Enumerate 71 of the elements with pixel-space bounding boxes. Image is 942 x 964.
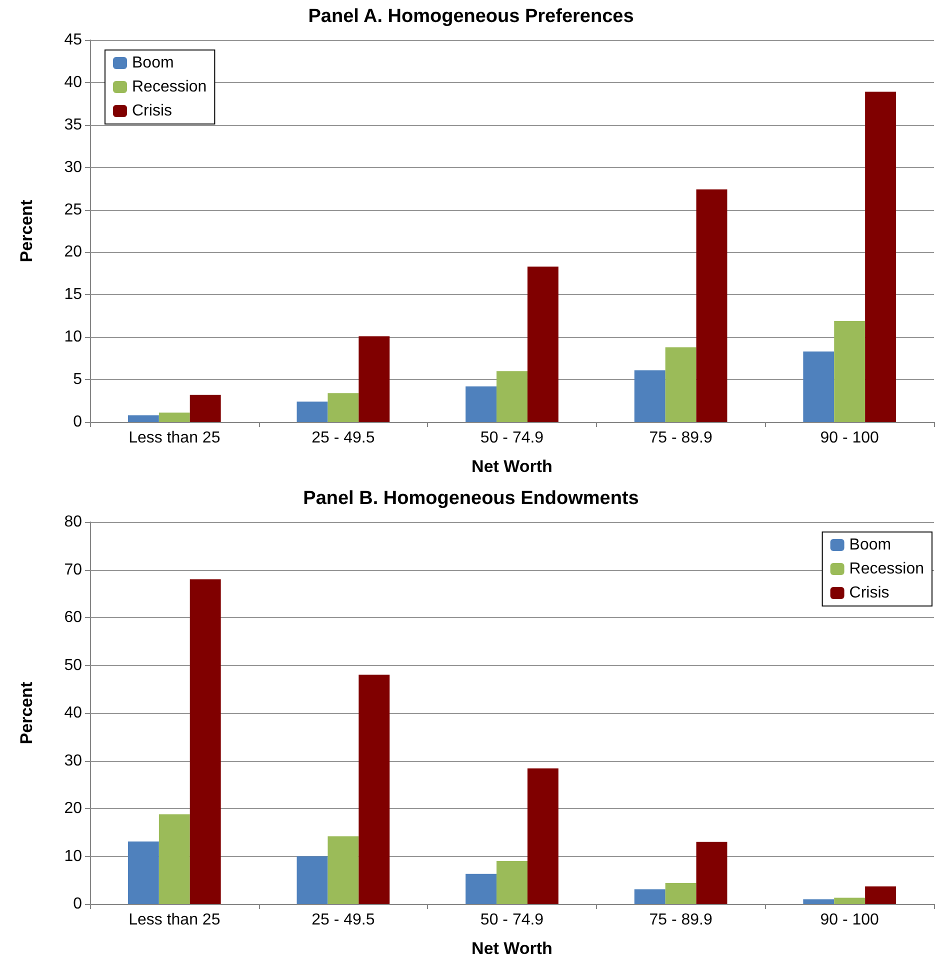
y-tick-label: 0 [73, 414, 82, 430]
bar [834, 320, 866, 422]
x-tick-label: 90 - 100 [820, 430, 880, 446]
bar [665, 347, 696, 422]
bar [696, 842, 728, 904]
x-tick-label: 25 - 49.5 [312, 430, 375, 446]
y-tick-label: 60 [64, 609, 82, 626]
legend-label: Boom [132, 54, 174, 72]
bar [834, 898, 866, 904]
bar [527, 768, 558, 904]
legend-label: Crisis [849, 584, 890, 602]
y-tick-label: 10 [64, 328, 82, 346]
y-tick-label: 50 [64, 656, 82, 674]
bar [296, 856, 328, 904]
chart-title: Panel A. Homogeneous Preferences [308, 6, 634, 27]
y-tick-label: 0 [73, 896, 82, 912]
y-axis-title: Percent [17, 681, 36, 744]
legend-label: Recession [849, 560, 924, 578]
bar [466, 386, 497, 422]
y-tick-label: 25 [64, 201, 82, 218]
bar [158, 412, 190, 422]
bar [634, 889, 666, 904]
legend-label: Crisis [132, 102, 172, 120]
y-tick-label: 70 [64, 561, 82, 578]
x-tick-label: 90 - 100 [820, 912, 880, 928]
bar [803, 899, 834, 904]
bar [634, 370, 666, 422]
y-tick-label: 5 [73, 371, 82, 388]
bar [128, 415, 159, 422]
x-tick-label: 75 - 89.9 [649, 430, 712, 446]
bar [696, 189, 728, 422]
x-tick-label: Less than 25 [128, 430, 220, 446]
bar [496, 371, 528, 422]
bar [358, 336, 390, 422]
chart-title: Panel B. Homogeneous Endowments [303, 488, 639, 509]
y-axis-title: Percent [17, 199, 36, 262]
bar [328, 393, 359, 422]
y-tick-label: 40 [64, 74, 82, 91]
y-tick-label: 20 [64, 244, 82, 261]
bar [803, 352, 834, 422]
bar [358, 674, 390, 904]
x-axis-title: Net Worth [472, 457, 552, 476]
x-axis-title: Net Worth [472, 939, 552, 958]
x-tick-label: Less than 25 [128, 912, 220, 928]
bar [665, 882, 696, 904]
x-tick-label: 75 - 89.9 [649, 912, 712, 928]
x-tick-label: 50 - 74.9 [480, 430, 544, 446]
bar [128, 841, 159, 904]
bar [496, 861, 528, 904]
bar [527, 266, 558, 422]
bar [158, 814, 190, 904]
y-tick-label: 10 [64, 848, 82, 865]
legend-label: Recession [132, 78, 207, 96]
y-tick-label: 40 [64, 704, 82, 722]
y-tick-label: 30 [64, 158, 82, 176]
y-tick-label: 80 [64, 514, 82, 530]
bar [328, 836, 359, 904]
y-tick-label: 30 [64, 752, 82, 770]
bar [865, 886, 896, 904]
bar [190, 579, 221, 904]
legend-label: Boom [849, 536, 892, 554]
bar [190, 394, 221, 422]
bar [865, 92, 896, 422]
x-tick-label: 50 - 74.9 [480, 912, 544, 928]
y-tick-label: 20 [64, 800, 82, 817]
bar [296, 402, 328, 422]
y-tick-label: 35 [64, 116, 82, 134]
x-tick-label: 25 - 49.5 [312, 912, 375, 928]
bar [466, 874, 497, 904]
y-tick-label: 15 [64, 286, 82, 304]
y-tick-label: 45 [64, 32, 82, 48]
